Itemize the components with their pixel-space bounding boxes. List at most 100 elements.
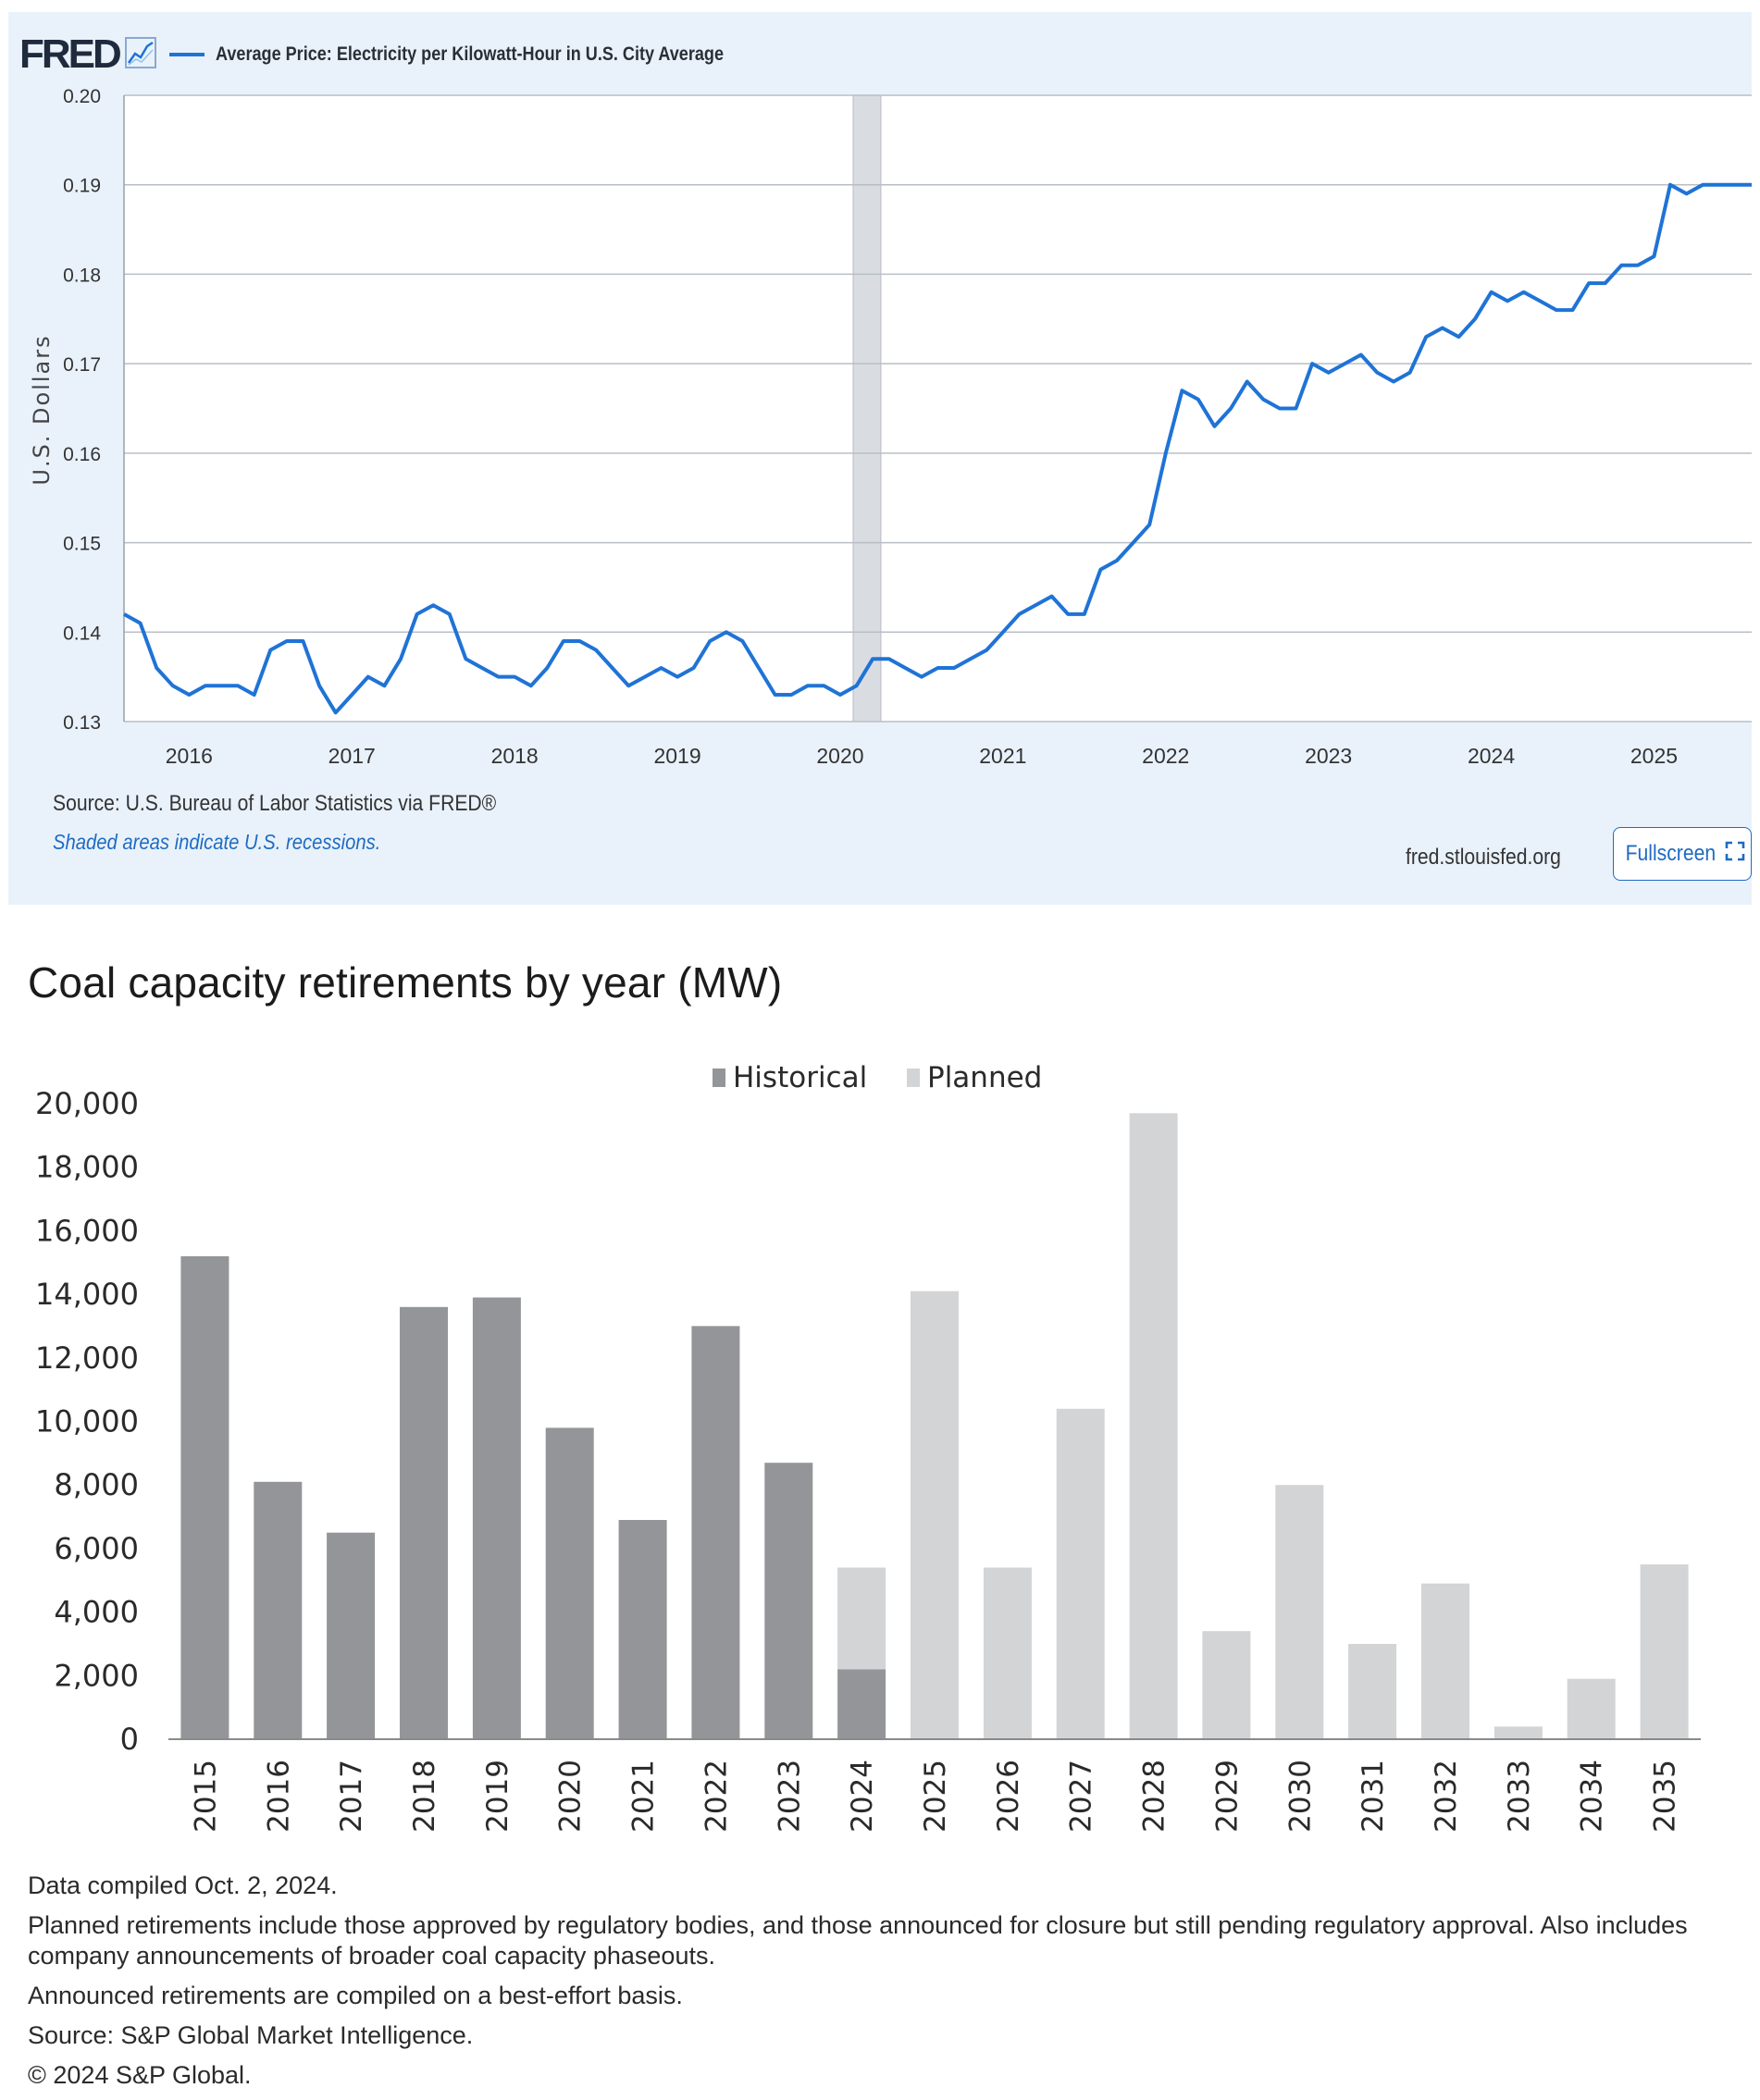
- coal-bar-planned-2030: [1275, 1485, 1324, 1739]
- coal-bar-planned-2035: [1640, 1564, 1689, 1739]
- fred-line-chart: 0.130.140.150.160.170.180.190.20 2016 201…: [29, 86, 1752, 768]
- coal-y-tick: 12,000: [35, 1340, 139, 1376]
- fred-source-note: Source: U.S. Bureau of Labor Statistics …: [53, 791, 497, 816]
- coal-legend-swatch-planned: [907, 1069, 920, 1087]
- coal-y-tick: 4,000: [54, 1595, 139, 1630]
- fred-series-line: [123, 182, 1752, 715]
- fred-y-axis-label: U.S. Dollars: [29, 334, 55, 485]
- fred-plot-area: [124, 95, 1752, 722]
- fred-y-tick: 0.17: [63, 354, 101, 376]
- coal-x-tick: 2021: [627, 1760, 661, 1833]
- coal-bar-planned-2028: [1129, 1113, 1178, 1739]
- fred-x-tick: 2020: [816, 744, 863, 768]
- coal-bar-chart: Historical Planned 0 2,000 4,000 6,000 8,000 1…: [35, 1061, 1701, 1833]
- coal-bar-historical-2022: [691, 1326, 740, 1739]
- coal-y-tick: 18,000: [35, 1150, 139, 1185]
- recession-band: [852, 94, 882, 723]
- coal-y-tick: 16,000: [35, 1213, 139, 1248]
- fred-recession-note: Shaded areas indicate U.S. recessions.: [53, 830, 381, 854]
- fullscreen-button[interactable]: Fullscreen: [1613, 827, 1752, 881]
- coal-x-tick: 2023: [773, 1760, 806, 1833]
- coal-bars: [180, 1113, 1689, 1739]
- coal-y-tick: 0: [120, 1722, 139, 1757]
- coal-y-tick: 14,000: [35, 1277, 139, 1312]
- coal-y-tick: 8,000: [54, 1467, 139, 1502]
- coal-bar-planned-2029: [1202, 1631, 1251, 1739]
- coal-legend-label-planned: Planned: [927, 1061, 1042, 1094]
- coal-bar-historical-2020: [545, 1427, 594, 1739]
- coal-x-tick: 2024: [846, 1760, 879, 1833]
- coal-bar-historical-2015: [180, 1255, 229, 1739]
- coal-bar-historical-2016: [254, 1481, 303, 1739]
- coal-x-tick: 2031: [1357, 1760, 1390, 1833]
- expand-icon: [1725, 841, 1745, 868]
- coal-x-tick: 2019: [481, 1760, 514, 1833]
- coal-y-tick: 6,000: [54, 1531, 139, 1566]
- coal-legend-label-historical: Historical: [733, 1061, 867, 1094]
- fred-x-tick: 2017: [328, 744, 376, 768]
- coal-y-tick-labels: 0 2,000 4,000 6,000 8,000 10,000 12,000 14,000 1…: [35, 1086, 139, 1757]
- fred-y-tick: 0.13: [63, 712, 101, 734]
- coal-x-tick-labels: 2015 2016 2017 2018 2019 2020 2021 2022 2023 2024…: [189, 1760, 1681, 1833]
- coal-note-compiled: Data compiled Oct. 2, 2024.: [28, 1871, 338, 1899]
- fred-y-tick: 0.20: [63, 86, 101, 107]
- coal-x-tick: 2018: [408, 1760, 441, 1833]
- coal-note-source: Source: S&P Global Market Intelligence.: [28, 2021, 474, 2049]
- recession-shading: [852, 94, 882, 723]
- fred-y-tick: 0.18: [63, 265, 101, 286]
- coal-bar-historical-2018: [400, 1306, 448, 1739]
- coal-bar-historical-2023: [764, 1463, 813, 1739]
- coal-x-tick: 2032: [1430, 1760, 1463, 1833]
- coal-bar-planned-2033: [1494, 1726, 1543, 1739]
- fred-series: [123, 182, 1752, 715]
- fred-x-tick: 2016: [166, 744, 213, 768]
- coal-bar-historical-2021: [618, 1520, 667, 1739]
- fred-legend-label: Average Price: Electricity per Kilowatt-…: [215, 43, 724, 65]
- coal-y-tick: 20,000: [35, 1086, 139, 1121]
- fred-x-tick: 2021: [979, 744, 1026, 768]
- coal-x-tick: 2029: [1210, 1760, 1244, 1833]
- coal-notes: Data compiled Oct. 2, 2024. Planned reti…: [28, 1871, 1740, 2100]
- coal-legend-swatch-historical: [713, 1069, 725, 1087]
- coal-x-tick: 2026: [992, 1760, 1025, 1833]
- coal-y-tick: 10,000: [35, 1404, 139, 1439]
- fred-x-tick: 2018: [491, 744, 539, 768]
- coal-x-tick: 2016: [262, 1760, 295, 1833]
- coal-bar-planned-2025: [911, 1291, 959, 1739]
- coal-bar-planned-2026: [983, 1567, 1032, 1739]
- fred-y-tick: 0.16: [63, 444, 101, 465]
- coal-x-tick: 2017: [335, 1760, 368, 1833]
- coal-bar-historical-2024: [837, 1669, 886, 1739]
- coal-bar-planned-2034: [1567, 1678, 1616, 1739]
- fred-y-tick: 0.19: [63, 176, 101, 197]
- coal-x-tick: 2027: [1065, 1760, 1098, 1833]
- fred-y-tick: 0.14: [63, 623, 101, 644]
- fred-x-tick: 2023: [1305, 744, 1352, 768]
- coal-x-tick: 2033: [1503, 1760, 1536, 1833]
- fred-header: FRED Average Price: Electricity per Kilo…: [19, 27, 806, 82]
- coal-x-tick: 2022: [700, 1760, 733, 1833]
- fred-site-link[interactable]: fred.stlouisfed.org: [1406, 845, 1561, 870]
- coal-note-announced: Announced retirements are compiled on a …: [28, 1982, 683, 2009]
- fred-x-tick-labels: 2016 2017 2018 2019 2020 2021 2022 2023 2024 2025: [166, 744, 1678, 768]
- coal-x-tick: 2028: [1138, 1760, 1171, 1833]
- coal-chart-title: Coal capacity retirements by year (MW): [28, 958, 783, 1007]
- fred-x-tick: 2024: [1468, 744, 1515, 768]
- coal-bar-planned-2027: [1056, 1408, 1105, 1739]
- coal-x-tick: 2030: [1283, 1760, 1317, 1833]
- fred-x-tick: 2019: [653, 744, 700, 768]
- coal-bar-planned-2031: [1348, 1644, 1397, 1739]
- coal-bar-historical-2019: [472, 1297, 521, 1739]
- coal-bar-planned-2024: [837, 1567, 886, 1670]
- fullscreen-label: Fullscreen: [1625, 841, 1716, 866]
- fred-logo[interactable]: FRED: [19, 31, 122, 77]
- coal-legend: Historical Planned: [713, 1061, 1042, 1094]
- fred-x-tick: 2025: [1630, 744, 1678, 768]
- coal-x-tick: 2034: [1576, 1760, 1609, 1833]
- fred-chart-panel: 0.13 0.14 0.15 0.16 0.17 0.18 0.19 0.20 2016 201…: [8, 12, 1752, 905]
- fred-x-tick: 2022: [1142, 744, 1189, 768]
- coal-y-tick: 2,000: [54, 1658, 139, 1693]
- coal-x-tick: 2015: [189, 1760, 222, 1833]
- fred-y-tick: 0.15: [63, 534, 101, 555]
- coal-note-planned: Planned retirements include those approv…: [28, 1911, 1688, 1970]
